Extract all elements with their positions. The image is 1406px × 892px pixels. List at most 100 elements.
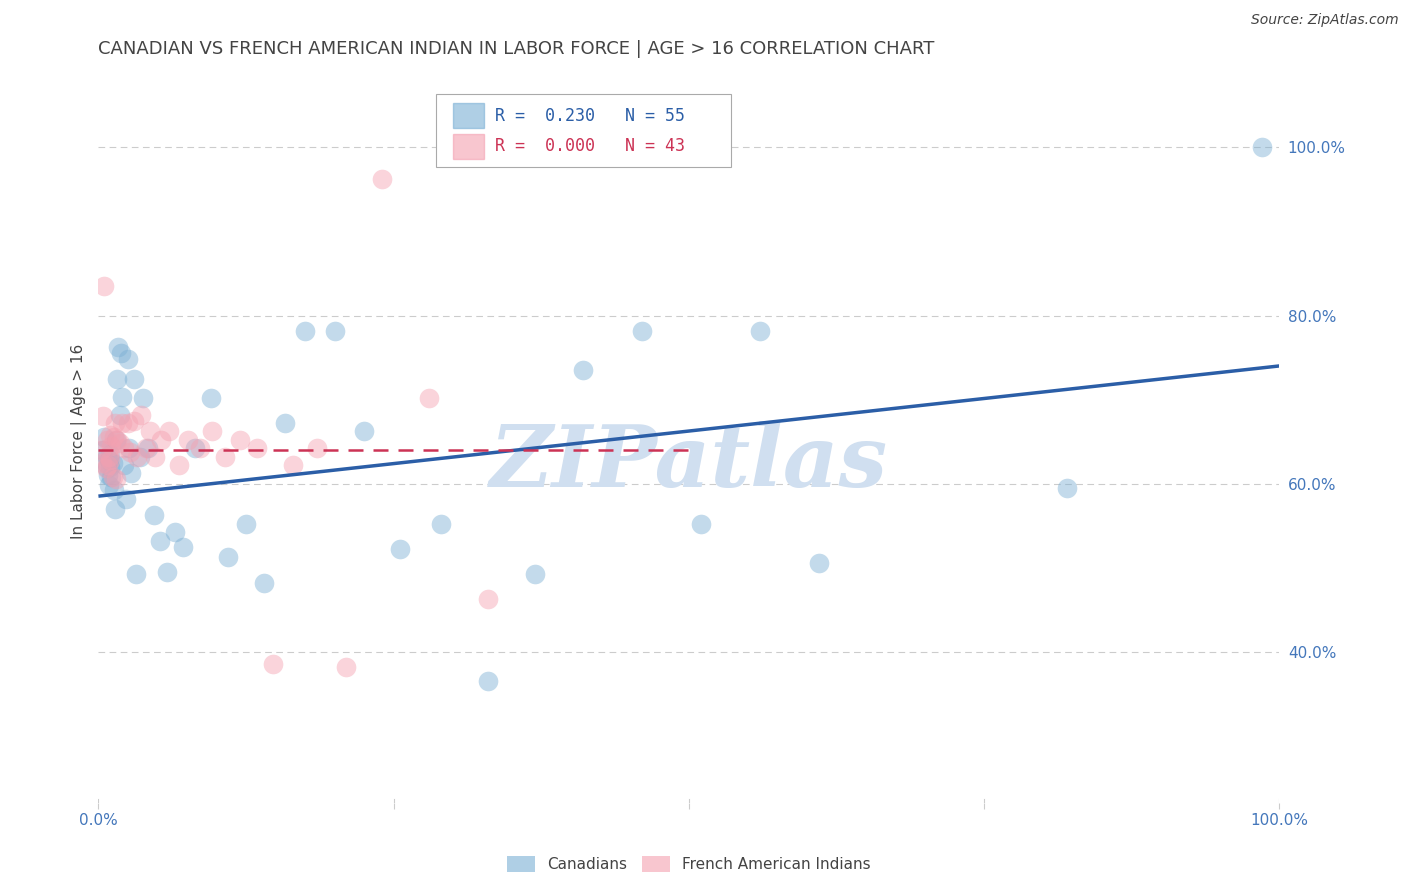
Point [165,525,187,540]
Point [120,444,142,458]
Point [214,450,236,464]
Point [1056,481,1078,495]
Point [104,501,127,516]
Point [112,458,135,472]
Point [177,433,200,447]
Point [100,470,122,484]
Legend: Canadians, French American Indians: Canadians, French American Indians [501,850,877,879]
Text: CANADIAN VS FRENCH AMERICAN INDIAN IN LABOR FORCE | AGE > 16 CORRELATION CHART: CANADIAN VS FRENCH AMERICAN INDIAN IN LA… [98,40,935,58]
Point [689,516,711,531]
Point [136,442,159,456]
Point [149,533,172,548]
Point [571,363,593,377]
Point [91,456,114,470]
Point [94,456,117,470]
Point [118,442,141,456]
Point [93,279,115,293]
Point [105,371,128,385]
Point [246,442,269,456]
Point [110,346,132,360]
Point [94,461,117,475]
Point [122,413,145,427]
Point [294,324,316,338]
Point [117,352,139,367]
Point [103,430,125,444]
Point [229,433,252,447]
Text: R =  0.230   N = 55: R = 0.230 N = 55 [495,107,685,125]
Point [142,508,165,523]
Point [143,450,166,464]
Point [129,408,152,422]
Point [98,447,121,461]
Point [98,459,121,474]
Point [114,491,136,506]
Point [524,567,547,582]
Point [323,324,346,338]
Point [335,659,357,673]
Point [97,458,120,472]
Point [201,425,224,439]
Point [1250,140,1272,154]
Point [96,461,118,475]
Point [98,478,121,492]
Text: R =  0.000   N = 43: R = 0.000 N = 43 [495,137,685,155]
Point [630,324,652,338]
Point [100,439,122,453]
Point [112,442,135,456]
Point [430,516,453,531]
Point [371,172,394,186]
Point [235,516,257,531]
Point [93,430,115,444]
Point [167,458,190,472]
Point [91,409,114,424]
Point [477,592,499,607]
Text: ZIPatlas: ZIPatlas [489,421,889,505]
Point [388,542,411,557]
Point [121,467,143,481]
Text: Source: ZipAtlas.com: Source: ZipAtlas.com [1251,13,1399,28]
Point [184,442,207,456]
Point [157,425,180,439]
Point [105,433,128,447]
Point [132,391,155,405]
Point [97,468,120,483]
Point [135,442,157,456]
Point [105,433,128,447]
Point [105,472,128,486]
Point [98,427,121,442]
Point [101,470,124,484]
Point [98,453,121,467]
Point [418,391,440,405]
Point [98,453,121,467]
Point [274,416,297,430]
Point [107,341,129,355]
Point [188,442,211,456]
Point [98,450,121,464]
Point [117,416,139,430]
Point [150,433,173,447]
Point [128,450,150,464]
Point [111,390,134,404]
Point [477,673,499,688]
Point [125,567,148,582]
Point [90,442,112,457]
Text: 100.0%: 100.0% [1250,813,1309,828]
Point [103,483,125,498]
Point [139,425,162,439]
Point [96,433,118,447]
Point [108,408,131,422]
Point [807,557,830,571]
Point [262,657,284,672]
Point [283,458,305,472]
Point [748,324,770,338]
Point [104,416,127,430]
Point [353,425,375,439]
Point [172,540,194,554]
Point [156,565,179,579]
Point [101,456,124,470]
Point [111,416,134,430]
Point [96,450,118,464]
Point [200,391,222,405]
Point [127,450,149,464]
Y-axis label: In Labor Force | Age > 16: In Labor Force | Age > 16 [72,344,87,539]
